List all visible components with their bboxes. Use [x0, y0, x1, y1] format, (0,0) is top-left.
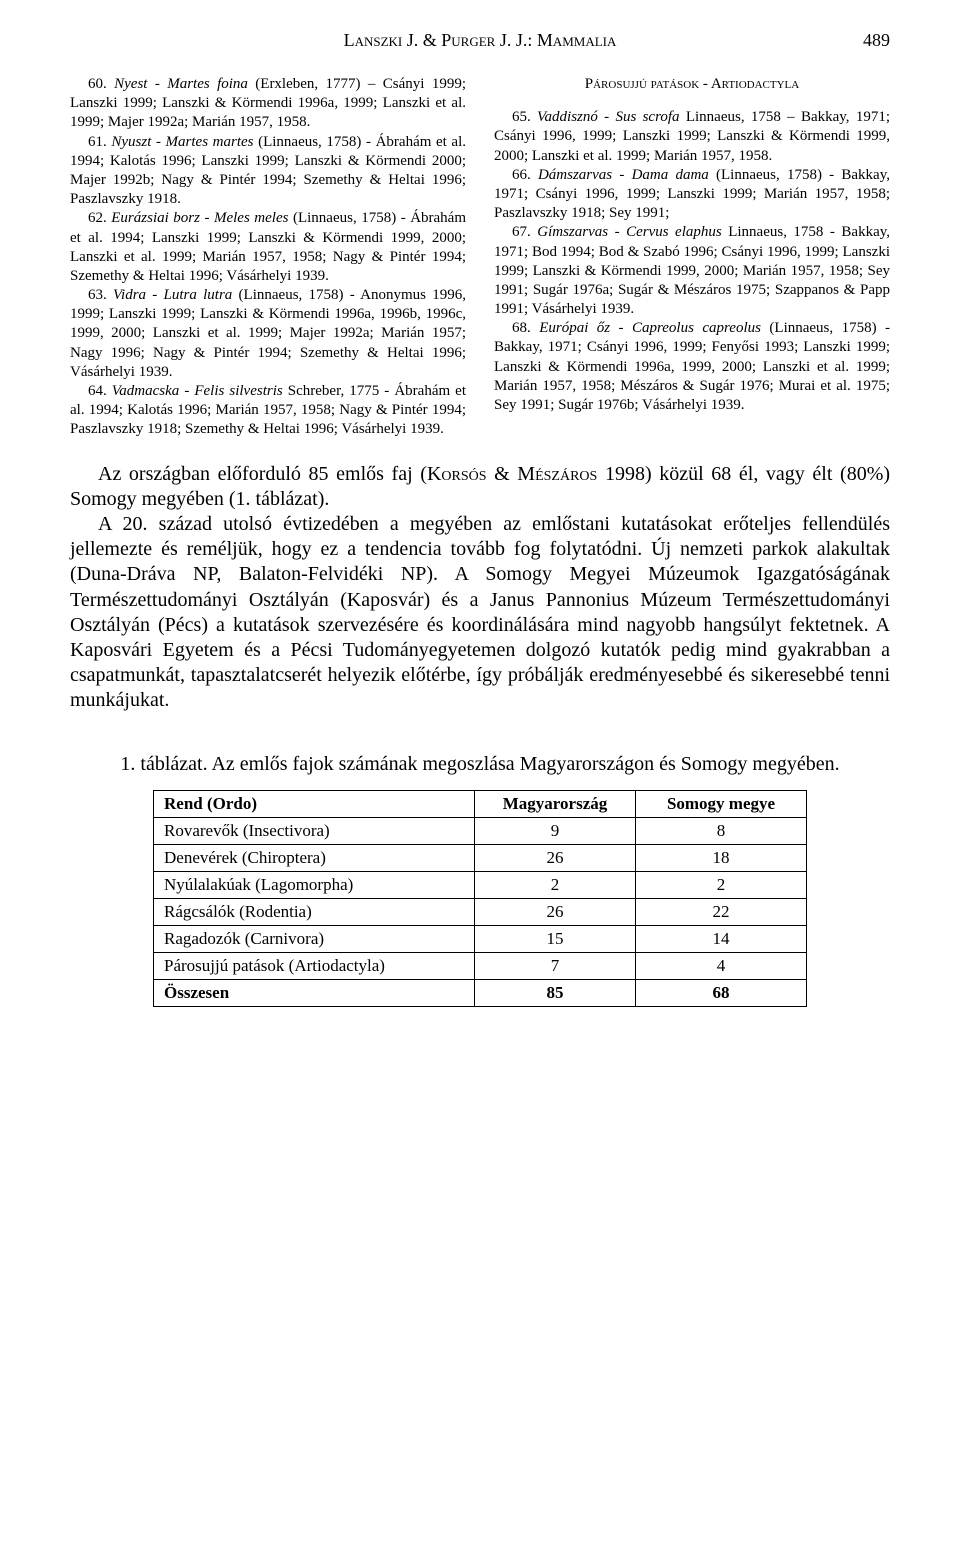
species-entry: 62. Eurázsiai borz - Meles meles (Linnae…	[70, 209, 466, 286]
cell-hungary: 2	[475, 872, 636, 899]
cell-ordo: Összesen	[154, 980, 475, 1007]
cell-somogy: 8	[636, 818, 807, 845]
cell-somogy: 14	[636, 926, 807, 953]
table-row: Denevérek (Chiroptera)2618	[154, 845, 807, 872]
th-somogy: Somogy megye	[636, 791, 807, 818]
summary-paragraphs: Az országban előforduló 85 emlős faj (Ko…	[70, 462, 890, 714]
cell-ordo: Rovarevők (Insectivora)	[154, 818, 475, 845]
right-column: Párosujjú patások - Artiodactyla 65. Vad…	[494, 75, 890, 440]
table-header-row: Rend (Ordo) Magyarország Somogy megye	[154, 791, 807, 818]
cell-somogy: 68	[636, 980, 807, 1007]
summary-p1: Az országban előforduló 85 emlős faj (Ko…	[70, 462, 890, 512]
table-caption: 1. táblázat. Az emlős fajok számának meg…	[70, 753, 890, 776]
cell-ordo: Ragadozók (Carnivora)	[154, 926, 475, 953]
cell-hungary: 85	[475, 980, 636, 1007]
th-hungary: Magyarország	[475, 791, 636, 818]
cell-somogy: 22	[636, 899, 807, 926]
cell-ordo: Nyúlalakúak (Lagomorpha)	[154, 872, 475, 899]
species-entry: 64. Vadmacska - Felis silvestris Schrebe…	[70, 382, 466, 440]
species-entry: 63. Vidra - Lutra lutra (Linnaeus, 1758)…	[70, 286, 466, 382]
table-row: Ragadozók (Carnivora)1514	[154, 926, 807, 953]
th-ordo: Rend (Ordo)	[154, 791, 475, 818]
cell-hungary: 7	[475, 953, 636, 980]
section-heading-artiodactyla: Párosujjú patások - Artiodactyla	[494, 75, 890, 94]
left-column: 60. Nyest - Martes foina (Erxleben, 1777…	[70, 75, 466, 440]
cell-ordo: Párosujjú patások (Artiodactyla)	[154, 953, 475, 980]
cell-ordo: Denevérek (Chiroptera)	[154, 845, 475, 872]
species-count-table: Rend (Ordo) Magyarország Somogy megye Ro…	[153, 790, 807, 1007]
cell-somogy: 4	[636, 953, 807, 980]
cell-hungary: 15	[475, 926, 636, 953]
cell-hungary: 9	[475, 818, 636, 845]
table-row: Párosujjú patások (Artiodactyla)74	[154, 953, 807, 980]
table-row: Rovarevők (Insectivora)98	[154, 818, 807, 845]
species-entry: 68. Európai őz - Capreolus capreolus (Li…	[494, 319, 890, 415]
species-entry: 61. Nyuszt - Martes martes (Linnaeus, 17…	[70, 133, 466, 210]
page-number: 489	[863, 30, 890, 51]
summary-p2: A 20. század utolsó évtizedében a megyéb…	[70, 512, 890, 714]
species-entry: 65. Vaddisznó - Sus scrofa Linnaeus, 175…	[494, 108, 890, 166]
cell-somogy: 2	[636, 872, 807, 899]
table-row: Rágcsálók (Rodentia)2622	[154, 899, 807, 926]
running-head: Lanszki J. & Purger J. J.: Mammalia 489	[70, 30, 890, 51]
cell-ordo: Rágcsálók (Rodentia)	[154, 899, 475, 926]
cell-hungary: 26	[475, 845, 636, 872]
species-entry: 67. Gímszarvas - Cervus elaphus Linnaeus…	[494, 223, 890, 319]
cell-hungary: 26	[475, 899, 636, 926]
two-column-body: 60. Nyest - Martes foina (Erxleben, 1777…	[70, 75, 890, 440]
cell-somogy: 18	[636, 845, 807, 872]
species-entry: 66. Dámszarvas - Dama dama (Linnaeus, 17…	[494, 166, 890, 224]
table-row: Összesen8568	[154, 980, 807, 1007]
species-entry: 60. Nyest - Martes foina (Erxleben, 1777…	[70, 75, 466, 133]
running-head-title: Lanszki J. & Purger J. J.: Mammalia	[344, 30, 617, 50]
table-row: Nyúlalakúak (Lagomorpha)22	[154, 872, 807, 899]
